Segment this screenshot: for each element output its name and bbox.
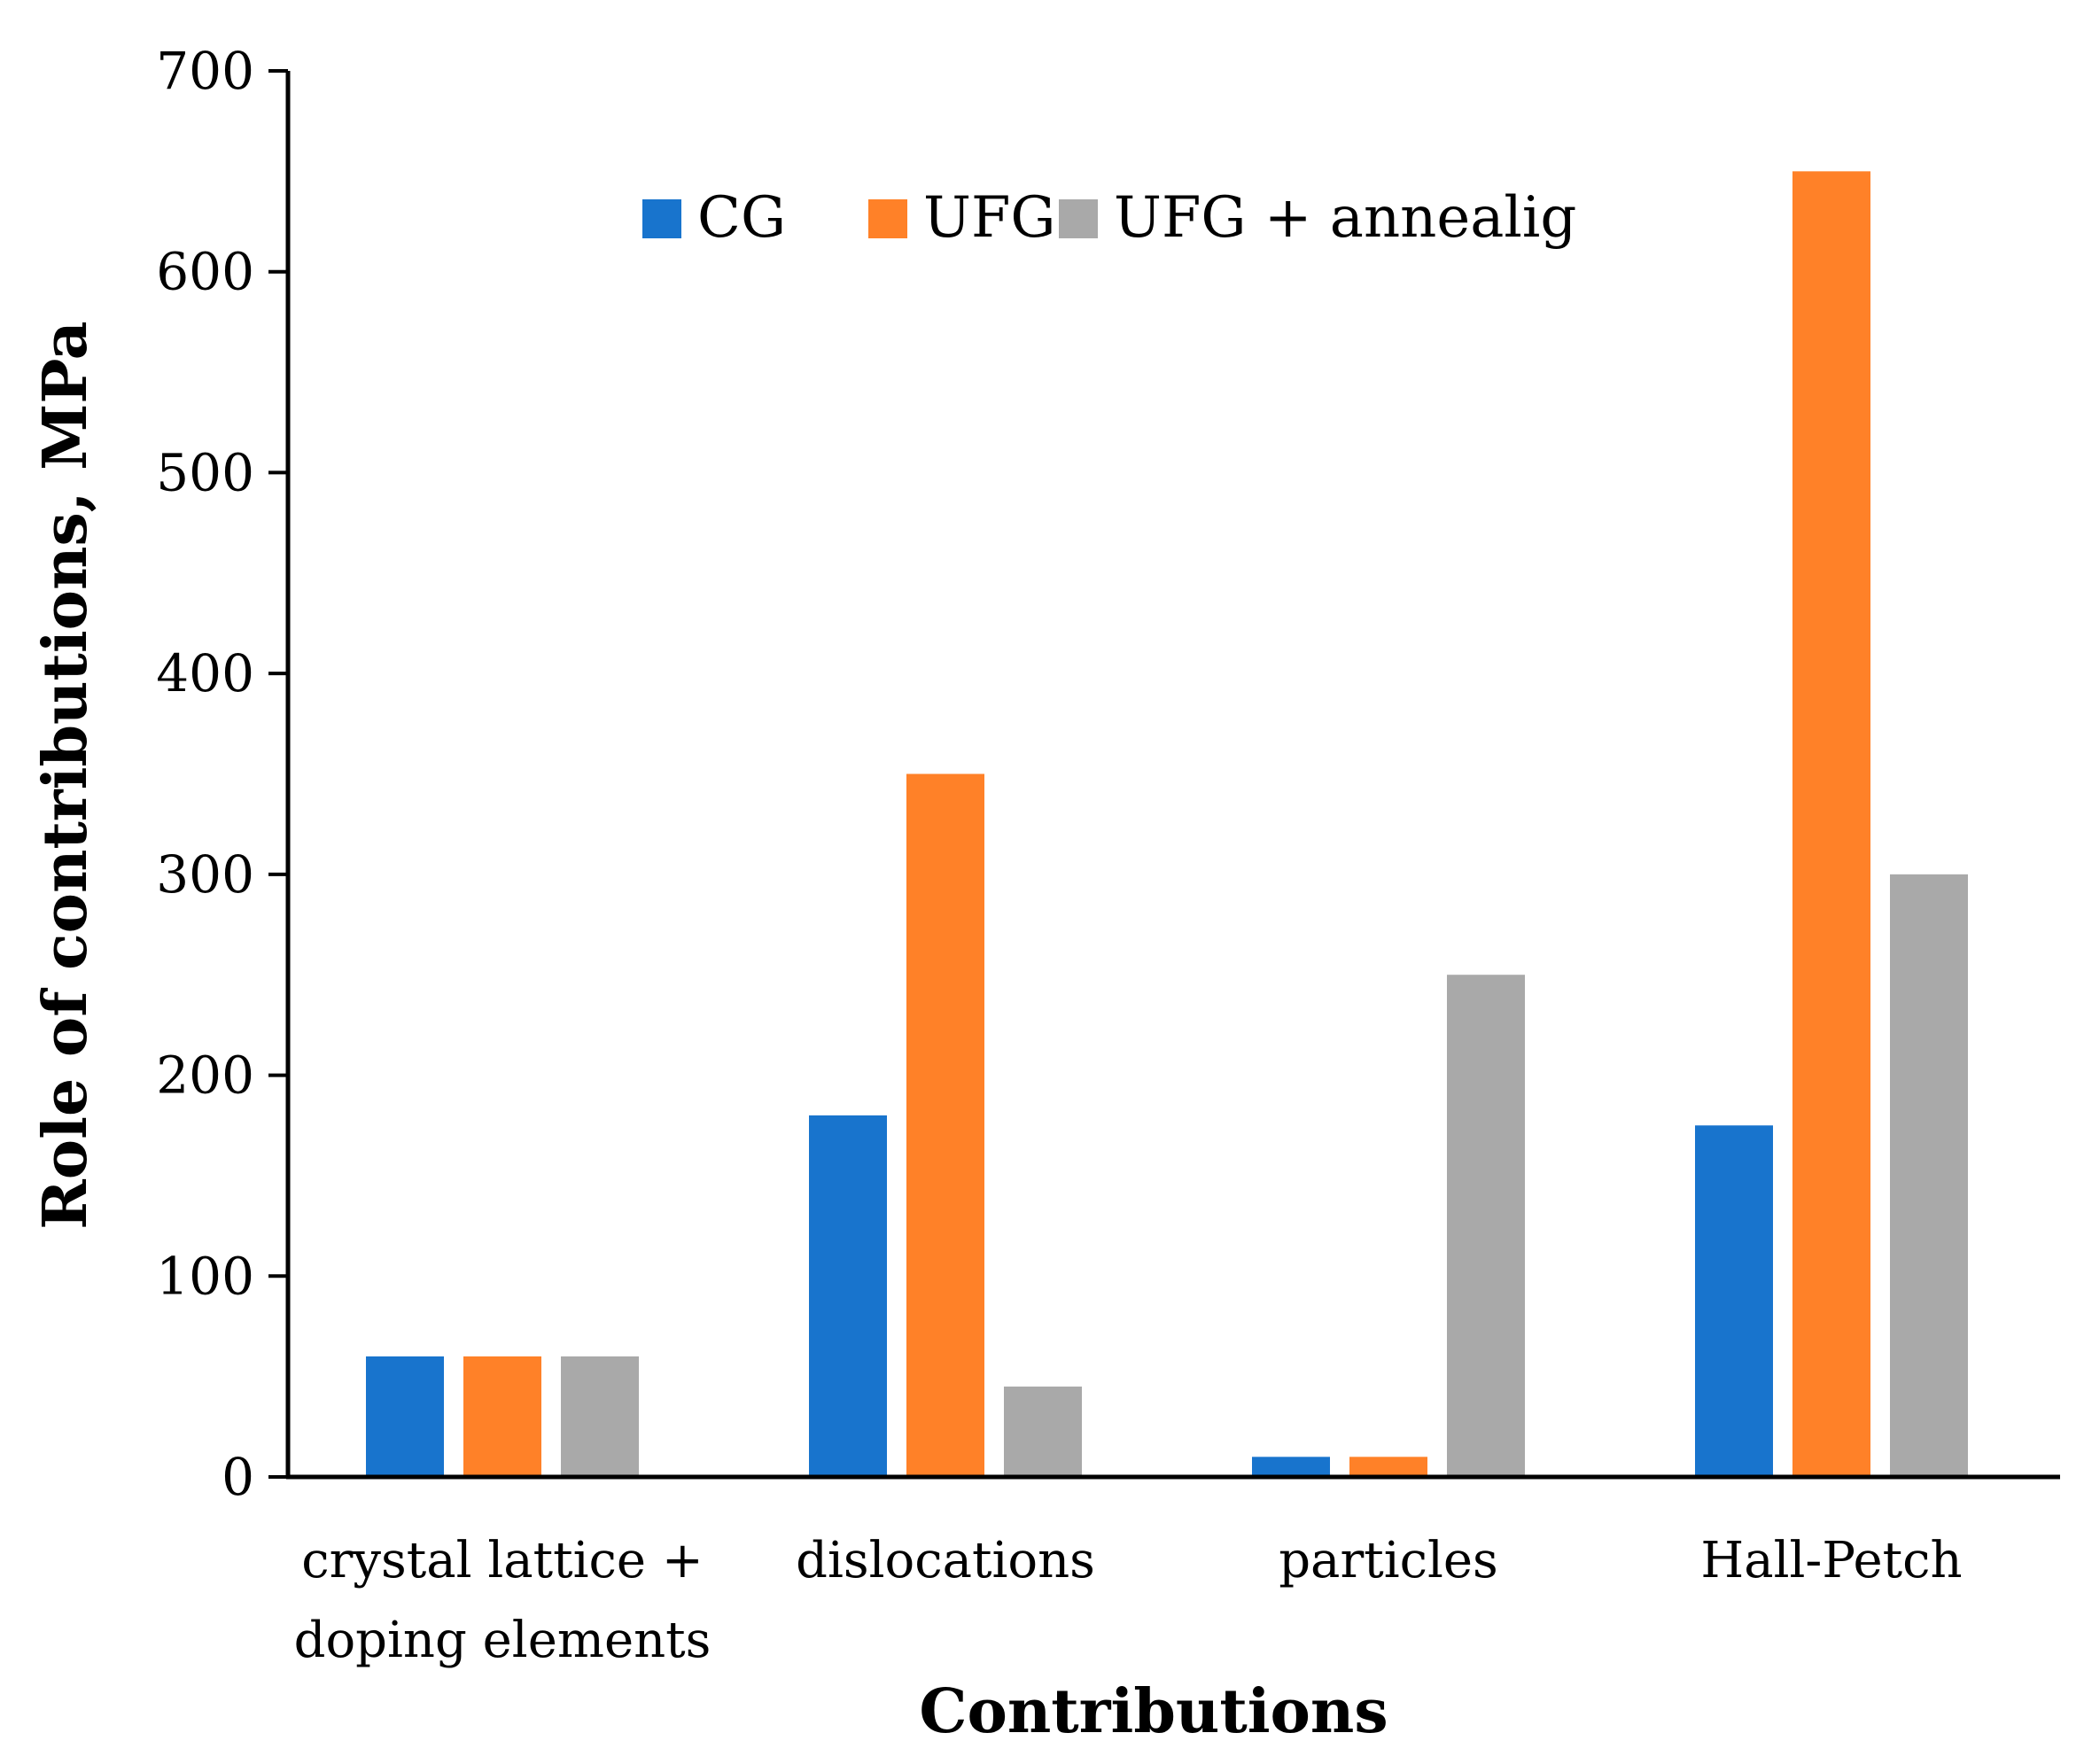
x-axis-category-labels: crystal lattice + doping elements dislocat… (294, 1532, 1963, 1669)
x-category-label: crystal lattice + (301, 1532, 704, 1589)
y-tick-label: 0 (222, 1447, 254, 1507)
y-tick-label: 300 (156, 844, 254, 905)
bar-cg-hall-petch (1695, 1125, 1773, 1477)
bar-ufg-annealig-dislocations (1004, 1386, 1082, 1477)
legend-swatch-ufg-annealig (1059, 199, 1098, 238)
bar-ufg-annealig-particles (1447, 975, 1525, 1477)
bar-ufg-crystal-lattice-doping-elements (463, 1356, 541, 1477)
bar-ufg-hall-petch (1792, 171, 1870, 1477)
bar-cg-particles (1252, 1457, 1330, 1477)
bar-ufg-annealig-hall-petch (1890, 874, 1968, 1477)
legend-swatch-cg (642, 199, 681, 238)
y-axis-ticks: 0 100 200 300 400 500 600 700 (156, 41, 288, 1507)
x-category-label: doping elements (294, 1612, 712, 1669)
bars-group (366, 171, 1968, 1477)
x-category-label: dislocations (796, 1532, 1095, 1589)
legend: CG UFG UFG + annealig (642, 185, 1576, 251)
bar-ufg-annealig-crystal-lattice-doping-elements (561, 1356, 639, 1477)
legend-swatch-ufg (868, 199, 907, 238)
y-tick-label: 200 (156, 1045, 254, 1106)
legend-label-ufg: UFG (923, 185, 1055, 251)
bar-cg-crystal-lattice-doping-elements (366, 1356, 444, 1477)
y-tick-label: 600 (156, 242, 254, 302)
bar-cg-dislocations (809, 1115, 887, 1477)
y-tick-label: 100 (156, 1246, 254, 1306)
bar-ufg-particles (1349, 1457, 1427, 1477)
y-axis-title: Role of contributions, MPa (30, 321, 101, 1229)
legend-label-ufg-annealig: UFG + annealig (1114, 185, 1576, 251)
x-category-label: particles (1279, 1532, 1498, 1589)
y-tick-label: 500 (156, 442, 254, 502)
y-tick-label: 700 (156, 41, 254, 101)
x-axis-title: Contributions (919, 1676, 1388, 1747)
bar-ufg-dislocations (906, 773, 984, 1477)
y-tick-label: 400 (156, 643, 254, 703)
legend-label-cg: CG (697, 185, 786, 251)
x-category-label: Hall-Petch (1700, 1532, 1962, 1589)
